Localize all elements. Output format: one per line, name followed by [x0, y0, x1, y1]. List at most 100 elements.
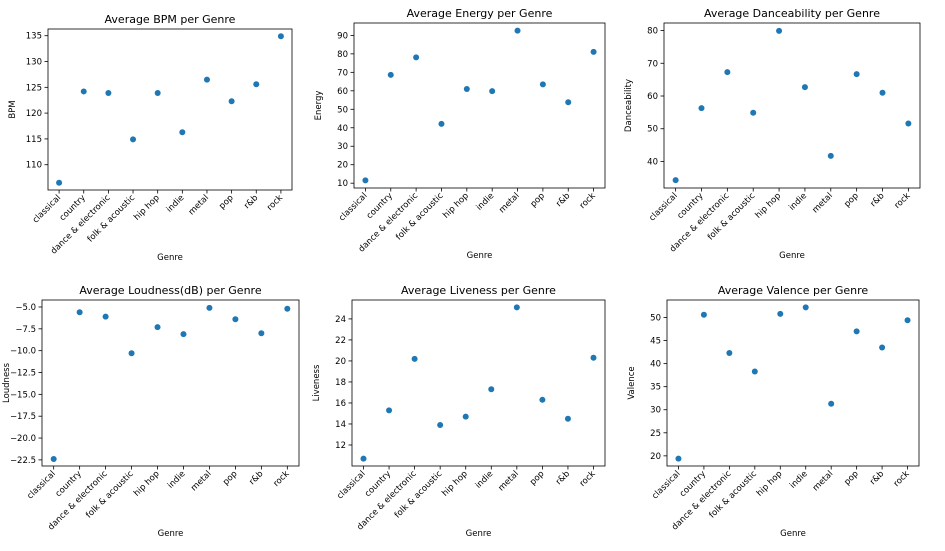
y-tick-label: 30 [650, 406, 661, 416]
plot-frame [666, 299, 920, 467]
data-point-r-b [565, 99, 572, 106]
y-tick-label: 70 [647, 59, 658, 69]
data-point-folk-acoustic [128, 350, 135, 357]
data-point-folk-acoustic [438, 120, 445, 127]
data-point-classical [56, 179, 63, 186]
y-tick-label: 70 [337, 68, 348, 78]
x-tick-label: rock [893, 191, 913, 211]
y-tick-label: 45 [650, 337, 661, 347]
y-tick-label: 10 [337, 179, 348, 189]
plot-frame [353, 22, 606, 189]
x-tick-label: indie [475, 191, 497, 213]
data-point-r-b [258, 330, 265, 337]
data-point-indie [180, 331, 187, 338]
data-point-classical [675, 455, 682, 462]
y-tick-label: 80 [647, 27, 658, 37]
data-point-pop [853, 71, 860, 78]
data-point-folk-acoustic [130, 136, 137, 143]
data-point-classical [672, 177, 679, 184]
x-tick-label: hip hop [754, 191, 784, 221]
data-point-rock [284, 305, 291, 312]
x-tick-label: pop [221, 469, 239, 487]
y-tick-label: 60 [337, 87, 348, 97]
x-tick-label: classical [31, 193, 63, 225]
x-tick-label: rock [578, 469, 598, 489]
x-tick-label: metal [189, 469, 213, 493]
x-tick-label: pop [217, 193, 235, 211]
y-tick-label: 30 [337, 142, 348, 152]
y-tick-label: −5.0 [15, 303, 36, 313]
y-tick-label: 115 [26, 135, 42, 145]
data-point-dance-electronic [726, 350, 733, 357]
x-tick-label: classical [650, 469, 682, 501]
data-point-rock [277, 33, 284, 40]
x-tick-label: pop [842, 469, 860, 487]
data-point-dance-electronic [724, 69, 731, 76]
data-point-rock [590, 354, 597, 361]
y-tick-label: −20.0 [10, 434, 36, 444]
plot-frame [47, 28, 293, 191]
x-tick-label: hip hop [440, 469, 470, 499]
x-axis-label: Genre [157, 253, 183, 263]
data-point-classical [50, 456, 57, 463]
x-tick-label: metal [497, 469, 521, 493]
y-tick-label: 40 [647, 157, 658, 167]
x-tick-label: classical [337, 191, 369, 223]
y-tick-label: 24 [335, 315, 346, 325]
x-tick-label: r&b [554, 191, 572, 209]
x-tick-label: pop [842, 191, 860, 209]
data-point-metal [828, 400, 835, 407]
x-tick-label: indie [165, 193, 187, 215]
x-tick-label: folk & acoustic [393, 469, 445, 521]
data-point-country [700, 311, 707, 318]
y-axis-label: Valence [627, 366, 637, 399]
data-point-pop [539, 81, 546, 88]
x-tick-label: r&b [242, 193, 260, 211]
x-tick-label: pop [528, 469, 546, 487]
x-tick-label: r&b [247, 469, 265, 487]
plot-frame [663, 22, 921, 189]
x-tick-label: r&b [869, 191, 887, 209]
x-tick-label: indie [788, 469, 810, 491]
y-tick-label: 130 [26, 58, 42, 68]
y-tick-label: 20 [335, 357, 346, 367]
data-point-folk-acoustic [750, 109, 757, 116]
y-tick-label: 80 [337, 50, 348, 60]
data-point-indie [801, 84, 808, 91]
subplot-6: Average Valence per Genre 20 25 30 35 40 45 50 c… [627, 284, 920, 539]
data-point-country [386, 407, 393, 414]
x-tick-label: indie [787, 191, 809, 213]
chart-title: Average Liveness per Genre [401, 284, 556, 297]
y-tick-label: 16 [335, 399, 346, 409]
y-axis-label: Loudness [2, 362, 12, 403]
data-point-hip-hop [154, 324, 161, 331]
x-tick-label: hip hop [441, 191, 471, 221]
y-tick-label: 12 [335, 441, 346, 451]
y-tick-label: 14 [335, 420, 346, 430]
y-axis-label: Danceability [624, 79, 634, 132]
plot-frame [41, 299, 300, 467]
x-tick-label: metal [811, 191, 835, 215]
chart-title: Average BPM per Genre [105, 13, 236, 26]
y-tick-label: 40 [337, 124, 348, 134]
y-tick-label: −7.5 [15, 325, 36, 335]
data-point-classical [362, 177, 369, 184]
y-axis-label: Liveness [312, 364, 322, 401]
y-axis-label: BPM [8, 100, 18, 118]
y-tick-label: 20 [337, 161, 348, 171]
data-point-indie [802, 304, 809, 311]
data-point-dance-electronic [411, 355, 418, 362]
data-point-country [698, 105, 705, 112]
x-tick-label: indie [166, 469, 188, 491]
x-tick-label: metal [811, 469, 835, 493]
x-tick-label: hip hop [755, 469, 785, 499]
data-point-r-b [564, 415, 571, 422]
y-tick-label: −10.0 [10, 347, 36, 357]
subplot-3: Average Danceability per Genre 40 50 60 70 80… [624, 7, 921, 261]
chart-title: Average Energy per Genre [407, 7, 553, 20]
data-point-country [80, 88, 87, 95]
x-axis-label: Genre [158, 529, 184, 539]
x-tick-label: indie [474, 469, 496, 491]
x-tick-label: folk & acoustic [706, 191, 758, 243]
x-axis-label: Genre [779, 251, 805, 261]
